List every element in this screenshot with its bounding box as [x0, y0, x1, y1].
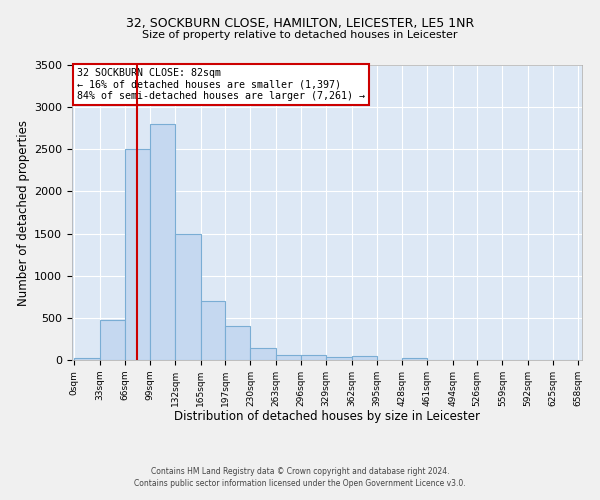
- Text: 32 SOCKBURN CLOSE: 82sqm
← 16% of detached houses are smaller (1,397)
84% of sem: 32 SOCKBURN CLOSE: 82sqm ← 16% of detach…: [77, 68, 365, 101]
- Text: 32, SOCKBURN CLOSE, HAMILTON, LEICESTER, LE5 1NR: 32, SOCKBURN CLOSE, HAMILTON, LEICESTER,…: [126, 18, 474, 30]
- Bar: [100, 320, 125, 360]
- Bar: [326, 356, 352, 360]
- Bar: [352, 356, 377, 360]
- Bar: [74, 358, 100, 360]
- Bar: [175, 234, 200, 360]
- Y-axis label: Number of detached properties: Number of detached properties: [17, 120, 30, 306]
- Bar: [402, 358, 427, 360]
- Text: Contains HM Land Registry data © Crown copyright and database right 2024.: Contains HM Land Registry data © Crown c…: [151, 467, 449, 476]
- Text: Size of property relative to detached houses in Leicester: Size of property relative to detached ho…: [142, 30, 458, 40]
- Text: Contains public sector information licensed under the Open Government Licence v3: Contains public sector information licen…: [134, 478, 466, 488]
- Bar: [150, 124, 175, 360]
- Bar: [125, 150, 150, 360]
- Bar: [225, 326, 250, 360]
- Bar: [250, 348, 275, 360]
- Bar: [200, 301, 225, 360]
- Bar: [301, 355, 326, 360]
- Bar: [275, 355, 301, 360]
- X-axis label: Distribution of detached houses by size in Leicester: Distribution of detached houses by size …: [174, 410, 480, 424]
